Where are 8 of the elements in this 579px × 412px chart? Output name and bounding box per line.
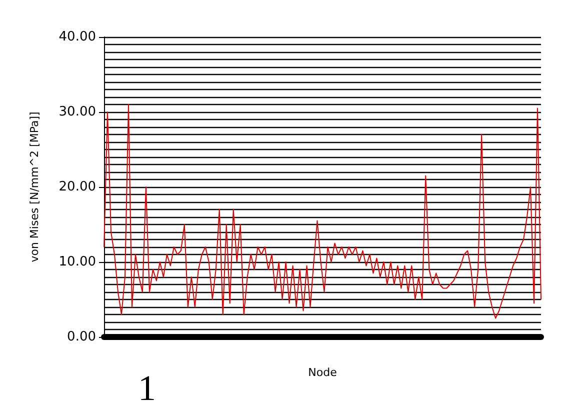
y-tick-label: 40.00 bbox=[58, 30, 96, 44]
x-axis-title: Node bbox=[308, 366, 338, 379]
y-tick-label: 0.00 bbox=[67, 330, 96, 344]
y-tick-label: 10.00 bbox=[58, 254, 96, 270]
text: 1 bbox=[138, 368, 156, 408]
y-axis-title: von Mises [N/mm^2 [MPa]] bbox=[28, 112, 41, 262]
y-tick-label: 30.00 bbox=[58, 104, 96, 120]
y-tick-label: 20.00 bbox=[58, 180, 96, 194]
